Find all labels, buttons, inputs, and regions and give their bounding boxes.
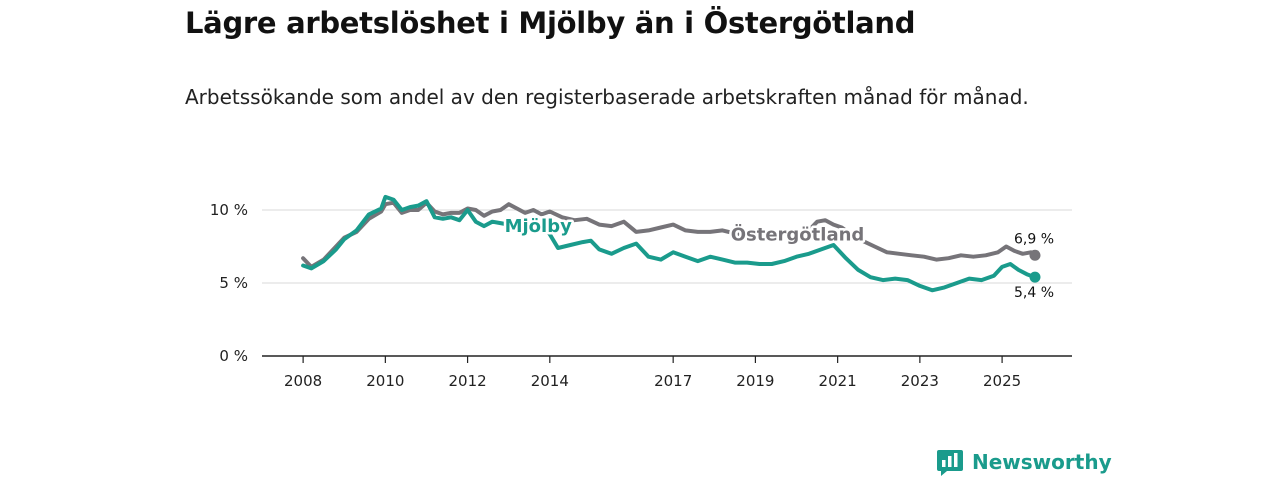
end-point-mjolby [1029, 271, 1041, 283]
brand-name: Newsworthy [972, 450, 1112, 474]
x-tick-label: 2023 [901, 372, 939, 390]
y-tick-label: 0 % [219, 347, 248, 365]
x-tick-label: 2019 [736, 372, 774, 390]
chart-subtitle: Arbetssökande som andel av den registerb… [185, 85, 1029, 109]
series-line-ostergotland [301, 200, 1037, 269]
end-point-ostergotland [1029, 249, 1041, 261]
x-tick-label: 2014 [531, 372, 569, 390]
end-label-mjolby: 5,4 % [1014, 285, 1054, 301]
series-line-mjolby [301, 194, 1037, 293]
end-label-ostergotland: 6,9 % [1014, 231, 1054, 247]
x-tick-label: 2021 [819, 372, 857, 390]
y-tick-label: 10 % [210, 201, 248, 219]
chart-title: Lägre arbetslöshet i Mjölby än i Östergö… [185, 6, 916, 40]
line-chart: 0 % 5 % 10 % 2008 2010 2012 2014 2017 2019 2021 20… [210, 194, 1072, 390]
y-tick-label: 5 % [219, 274, 248, 292]
x-tick-label: 2008 [284, 372, 322, 390]
x-tick-label: 2010 [366, 372, 404, 390]
bar-chart-speech-bubble-icon [937, 450, 963, 476]
x-tick-label: 2017 [654, 372, 692, 390]
series-label-mjolby: Mjölby [505, 216, 573, 237]
x-tick-label: 2012 [448, 372, 486, 390]
x-tick-label: 2025 [983, 372, 1021, 390]
series-label-ostergotland: Östergötland [731, 224, 865, 246]
brand-logo: Newsworthy [936, 448, 1112, 476]
